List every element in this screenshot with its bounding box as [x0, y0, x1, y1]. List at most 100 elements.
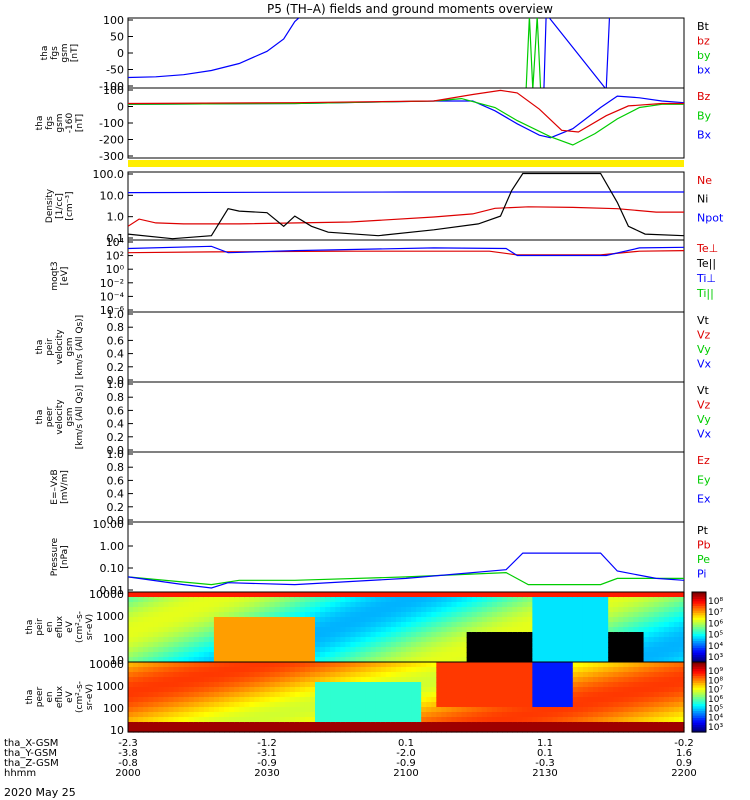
heatmap-cell [294, 607, 301, 613]
heatmap-cell [481, 727, 488, 733]
heatmap-cell [552, 692, 559, 698]
heatmap-cell [623, 622, 629, 628]
heatmap-cell [552, 612, 559, 618]
heatmap-cell [269, 612, 276, 618]
heatmap-cell [486, 702, 493, 708]
heatmap-cell [648, 592, 655, 598]
heatmap-cell [507, 622, 513, 628]
heatmap-cell [309, 692, 316, 698]
heatmap-cell [264, 682, 271, 688]
heatmap-cell [638, 702, 645, 708]
heatmap-cell [143, 672, 149, 678]
heatmap-cell [653, 617, 660, 623]
heatmap-cell [638, 612, 645, 618]
heatmap-cell [512, 617, 518, 623]
heatmap-cell [673, 607, 680, 613]
legend-Vz: Vz [697, 399, 711, 412]
heatmap-cell [224, 687, 230, 693]
heatmap-cell [279, 672, 286, 678]
heatmap-cell [254, 727, 261, 733]
heatmap-cell [350, 637, 357, 643]
heatmap-cell [476, 677, 483, 683]
heatmap-cell [481, 602, 488, 608]
heatmap-cell [658, 642, 665, 648]
heatmap-cell [143, 692, 149, 698]
heatmap-cell [350, 687, 357, 693]
heatmap-cell [385, 592, 392, 598]
heatmap-cell [643, 677, 650, 683]
heatmap-cell [138, 657, 144, 663]
heatmap-cell [512, 682, 518, 688]
heatmap-cell [481, 637, 488, 643]
heatmap-cell [471, 672, 478, 678]
heatmap-cell [284, 722, 291, 728]
heatmap-cell [380, 637, 387, 643]
heatmap-cell [476, 687, 483, 693]
heatmap-cell [572, 727, 579, 733]
xaxis-value: 2200 [671, 768, 696, 779]
heatmap-cell [633, 682, 640, 688]
heatmap-cell [426, 662, 432, 668]
heatmap-cell [229, 602, 235, 608]
heatmap-cell [325, 707, 331, 713]
heatmap-cell [471, 642, 478, 648]
heatmap-cell [289, 727, 296, 733]
heatmap-cell [502, 687, 508, 693]
panel-density: Density [1/cc] [cm⁻³]100.010.01.00.1NeNiNp… [45, 168, 724, 245]
colorbar-cell [692, 676, 706, 679]
heatmap-cell [623, 682, 629, 688]
heatmap-cell [138, 682, 144, 688]
ylabel-line: gsm [65, 337, 75, 356]
heatmap-cell [426, 687, 432, 693]
heatmap-cell [234, 627, 240, 633]
heatmap-cell [158, 697, 164, 703]
heatmap-cell [370, 642, 377, 648]
heatmap-cell [653, 642, 660, 648]
heatmap-cell [638, 712, 645, 718]
heatmap-cell [294, 682, 301, 688]
heatmap-cell [168, 677, 175, 683]
heatmap-cell [502, 602, 508, 608]
heatmap-cell [284, 657, 291, 663]
heatmap-cell [491, 727, 498, 733]
figure-title: P5 (TH–A) fields and ground moments over… [267, 2, 553, 16]
colorbar-cell [692, 613, 706, 616]
heatmap-cell [330, 637, 336, 643]
heatmap-cell [173, 672, 180, 678]
heatmap-cell [148, 712, 154, 718]
heatmap-cell [229, 672, 235, 678]
heatmap-cell [436, 622, 442, 628]
heatmap-cell [496, 617, 503, 623]
heatmap-cell [345, 652, 351, 658]
heatmap-cell [395, 717, 402, 723]
heatmap-cell [406, 642, 412, 648]
heatmap-cell [284, 612, 291, 618]
heatmap-cell [648, 702, 655, 708]
heatmap-cell [193, 602, 200, 608]
heatmap-cell [421, 602, 427, 608]
heatmap-cell [567, 692, 574, 698]
heatmap-cell [572, 607, 579, 613]
heatmap-cell [618, 657, 624, 663]
colorbar-cell [692, 636, 706, 640]
heatmap-cell [613, 697, 619, 703]
ytick-label: 100.0 [93, 168, 125, 181]
heatmap-cell [537, 627, 544, 633]
heatmap-cell [537, 662, 544, 668]
heatmap-cell [284, 682, 291, 688]
heatmap-cell [451, 602, 458, 608]
ylabel-line: [nT] [75, 114, 85, 132]
ylabel-line: [1/cc] [55, 193, 65, 219]
heatmap-cell [572, 657, 579, 663]
colorbar-cell [692, 624, 706, 628]
heatmap-cell [461, 687, 468, 693]
heatmap-cell [633, 702, 640, 708]
heatmap-cell [628, 622, 635, 628]
heatmap-cell [360, 617, 367, 623]
heatmap-cell [133, 692, 139, 698]
heatmap-cell [345, 597, 351, 603]
heatmap-cell [678, 632, 685, 638]
heatmap-cell [133, 727, 139, 733]
heatmap-cell [658, 592, 665, 598]
